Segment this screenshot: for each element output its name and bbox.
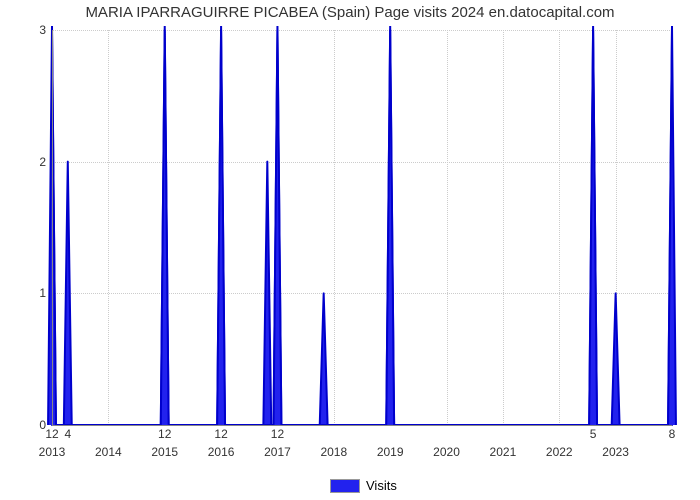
x-tick-label: 2014 bbox=[95, 425, 122, 459]
value-label: 12 bbox=[271, 425, 284, 441]
value-label: 8 bbox=[669, 425, 676, 441]
y-tick-label: 2 bbox=[39, 155, 52, 169]
value-label: 12 bbox=[45, 425, 58, 441]
x-tick-label: 2018 bbox=[320, 425, 347, 459]
value-label: 5 bbox=[590, 425, 597, 441]
y-tick-label: 3 bbox=[39, 23, 52, 37]
x-tick-label: 2021 bbox=[490, 425, 517, 459]
series-visits bbox=[52, 30, 672, 425]
legend: Visits bbox=[330, 478, 397, 493]
chart-container: MARIA IPARRAGUIRRE PICABEA (Spain) Page … bbox=[0, 0, 700, 500]
legend-swatch-icon bbox=[330, 479, 360, 493]
legend-label: Visits bbox=[366, 478, 397, 493]
value-label: 12 bbox=[158, 425, 171, 441]
value-label: 12 bbox=[214, 425, 227, 441]
chart-title: MARIA IPARRAGUIRRE PICABEA (Spain) Page … bbox=[0, 4, 700, 21]
y-tick-label: 1 bbox=[39, 286, 52, 300]
x-tick-label: 2020 bbox=[433, 425, 460, 459]
plot-area: 0123 20132014201520162017201820192020202… bbox=[52, 30, 672, 425]
x-tick-label: 2022 bbox=[546, 425, 573, 459]
x-tick-label: 2019 bbox=[377, 425, 404, 459]
x-tick-label: 2023 bbox=[602, 425, 629, 459]
value-label: 4 bbox=[64, 425, 71, 441]
y-axis-line bbox=[52, 30, 53, 425]
x-axis-line bbox=[52, 425, 672, 426]
